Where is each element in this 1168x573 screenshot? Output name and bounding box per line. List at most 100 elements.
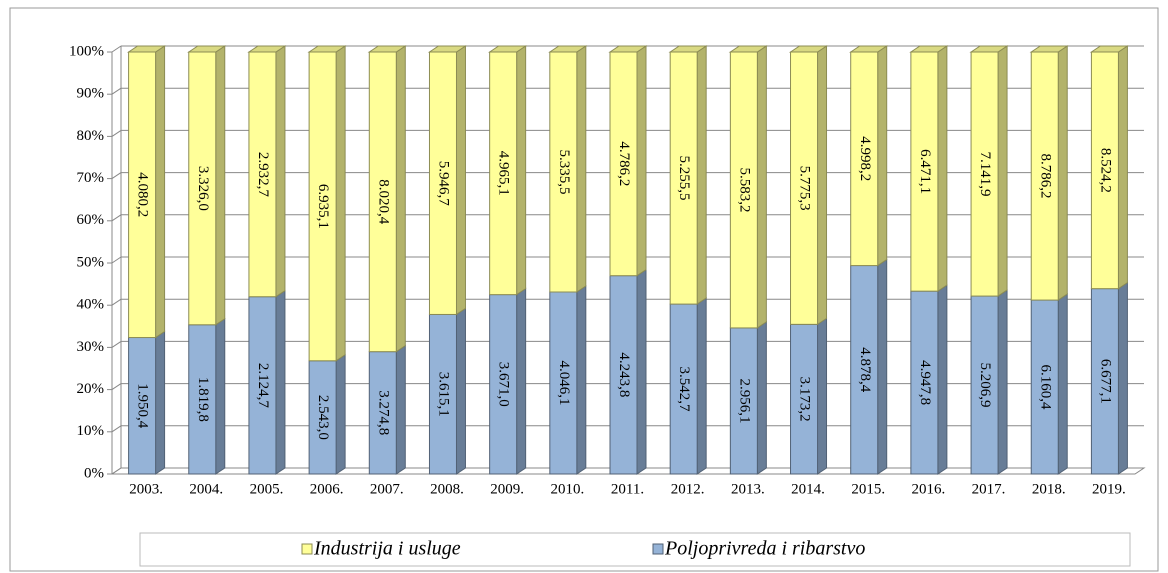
data-label: 3.326,0 [195, 166, 211, 211]
data-label: 3.274,8 [375, 390, 391, 435]
x-tick-label: 2010. [550, 481, 584, 497]
x-tick-label: 2011. [611, 481, 644, 497]
bar-side [395, 344, 406, 475]
bar-side [696, 297, 707, 475]
bar [549, 51, 578, 293]
data-label: 1.950,4 [135, 383, 151, 429]
data-label: 4.243,8 [616, 352, 632, 397]
bar-side [155, 45, 166, 339]
bar [850, 51, 879, 267]
legend-label: Industrija i usluge [313, 538, 461, 560]
data-label: 4.080,2 [135, 172, 151, 217]
data-label: 5.335,5 [556, 149, 572, 194]
bar-side [516, 287, 527, 475]
x-tick-label: 2015. [851, 481, 885, 497]
data-label: 5.255,5 [676, 156, 692, 201]
bar-side [335, 45, 346, 362]
bar-side [516, 45, 527, 296]
bar-side [215, 317, 226, 475]
x-tick-label: 2016. [912, 481, 946, 497]
data-label: 3.542,7 [676, 367, 692, 413]
bar [248, 296, 277, 475]
bar [790, 51, 819, 325]
bar [368, 351, 397, 475]
data-label: 5.946,7 [436, 161, 452, 207]
bar [1090, 51, 1119, 290]
x-tick-label: 2005. [250, 481, 284, 497]
bar [428, 51, 457, 315]
bar [308, 51, 337, 362]
data-label: 7.141,9 [977, 152, 993, 197]
data-label: 6.160,4 [1037, 365, 1053, 411]
x-tick-label: 2004. [189, 481, 223, 497]
grid-diagonal [111, 45, 122, 53]
y-tick-label: 20% [77, 381, 105, 397]
bar-side [1117, 45, 1128, 290]
x-tick-label: 2009. [490, 481, 524, 497]
grid-diagonal [111, 87, 122, 95]
bar-side [877, 45, 888, 267]
data-label: 4.046,1 [556, 360, 572, 405]
grid-diagonal [111, 467, 122, 475]
bar [489, 51, 518, 296]
x-tick-label: 2014. [791, 481, 825, 497]
data-label: 4.947,8 [917, 360, 933, 405]
bar-side [576, 285, 587, 475]
bar [489, 294, 518, 475]
y-tick-label: 30% [77, 339, 105, 355]
bar-side [636, 268, 647, 475]
x-tick-label: 2013. [731, 481, 765, 497]
bar-side [335, 353, 346, 475]
y-tick-label: 70% [77, 170, 105, 186]
data-label: 5.206,9 [977, 363, 993, 408]
bar [790, 323, 819, 475]
data-label: 3.615,1 [436, 372, 452, 417]
x-tick-label: 2008. [430, 481, 464, 497]
bar-side [756, 320, 767, 475]
bar [1030, 51, 1059, 301]
bar-side [576, 45, 587, 293]
bar-side [817, 45, 828, 326]
bar [308, 360, 337, 475]
data-label: 4.786,2 [616, 141, 632, 186]
data-label: 4.965,1 [496, 151, 512, 196]
x-tick-label: 2007. [370, 481, 404, 497]
legend-swatch [652, 543, 664, 555]
bar [669, 51, 698, 305]
bar [729, 51, 758, 329]
y-tick-label: 10% [77, 423, 105, 439]
x-tick-label: 2018. [1032, 481, 1066, 497]
bar-side [937, 45, 948, 293]
bar-side [1117, 281, 1128, 475]
bar-side [877, 258, 888, 475]
data-label: 8.524,2 [1097, 148, 1113, 193]
bar [910, 290, 939, 475]
bar [248, 51, 277, 298]
bar-side [997, 289, 1008, 475]
data-label: 6.935,1 [315, 184, 331, 229]
grid-diagonal [111, 340, 122, 348]
data-label: 5.583,2 [736, 167, 752, 212]
data-label: 3.671,0 [496, 362, 512, 407]
bar-side [817, 317, 828, 475]
bar-side [395, 45, 406, 353]
bar [188, 324, 217, 475]
bar-side [1057, 293, 1068, 475]
bar-side [155, 330, 166, 475]
bar-side [696, 45, 707, 306]
data-label: 2.124,7 [255, 363, 271, 409]
bar [368, 51, 397, 353]
x-tick-label: 2017. [972, 481, 1006, 497]
y-tick-label: 0% [84, 465, 104, 481]
x-tick-label: 2006. [310, 481, 344, 497]
bar-side [215, 45, 226, 326]
y-tick-label: 100% [69, 43, 104, 59]
data-label: 8.786,2 [1037, 154, 1053, 199]
data-label: 2.543,0 [315, 395, 331, 440]
x-tick-label: 2012. [671, 481, 705, 497]
y-tick-label: 90% [77, 86, 105, 102]
y-tick-label: 40% [77, 297, 105, 313]
data-label: 4.998,2 [857, 136, 873, 181]
bar-side [275, 45, 286, 298]
